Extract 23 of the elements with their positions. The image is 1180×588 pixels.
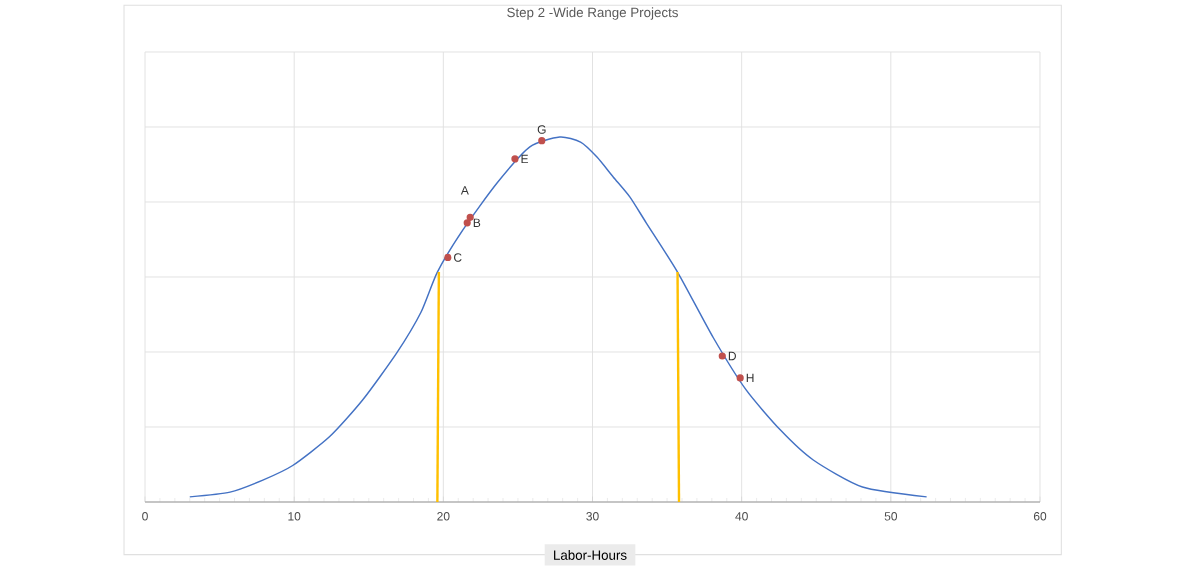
x-tick-label: 10 <box>288 512 301 521</box>
x-tick-label: 60 <box>1033 512 1047 521</box>
annotation: G <box>537 125 546 134</box>
chart-title: Step 2 -Wide Range Projects <box>507 7 678 20</box>
annotation: B <box>473 218 481 227</box>
annotation: E <box>521 154 529 164</box>
x-tick-label: 50 <box>884 512 898 521</box>
x-tick-label: 20 <box>437 512 450 521</box>
point <box>444 253 452 262</box>
point <box>466 213 474 221</box>
point <box>736 374 744 382</box>
point <box>463 219 471 227</box>
annotation: C <box>454 253 462 262</box>
annotation: H <box>746 373 754 383</box>
point <box>511 155 519 163</box>
x-tick-label: 40 <box>735 512 748 521</box>
point <box>718 352 726 360</box>
annotation: A <box>460 186 469 195</box>
x-axis-title: Labor-Hours <box>554 550 627 560</box>
x-tick-label: 30 <box>586 512 599 521</box>
point <box>538 137 546 145</box>
x-tick-label: 0 <box>142 512 148 521</box>
annotation: D <box>728 351 736 361</box>
